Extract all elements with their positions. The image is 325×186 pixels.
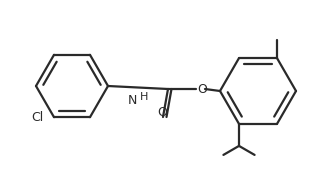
Text: Cl: Cl: [31, 111, 43, 124]
Text: O: O: [197, 83, 207, 95]
Text: H: H: [140, 92, 149, 102]
Text: O: O: [157, 106, 167, 119]
Text: N: N: [128, 94, 137, 107]
